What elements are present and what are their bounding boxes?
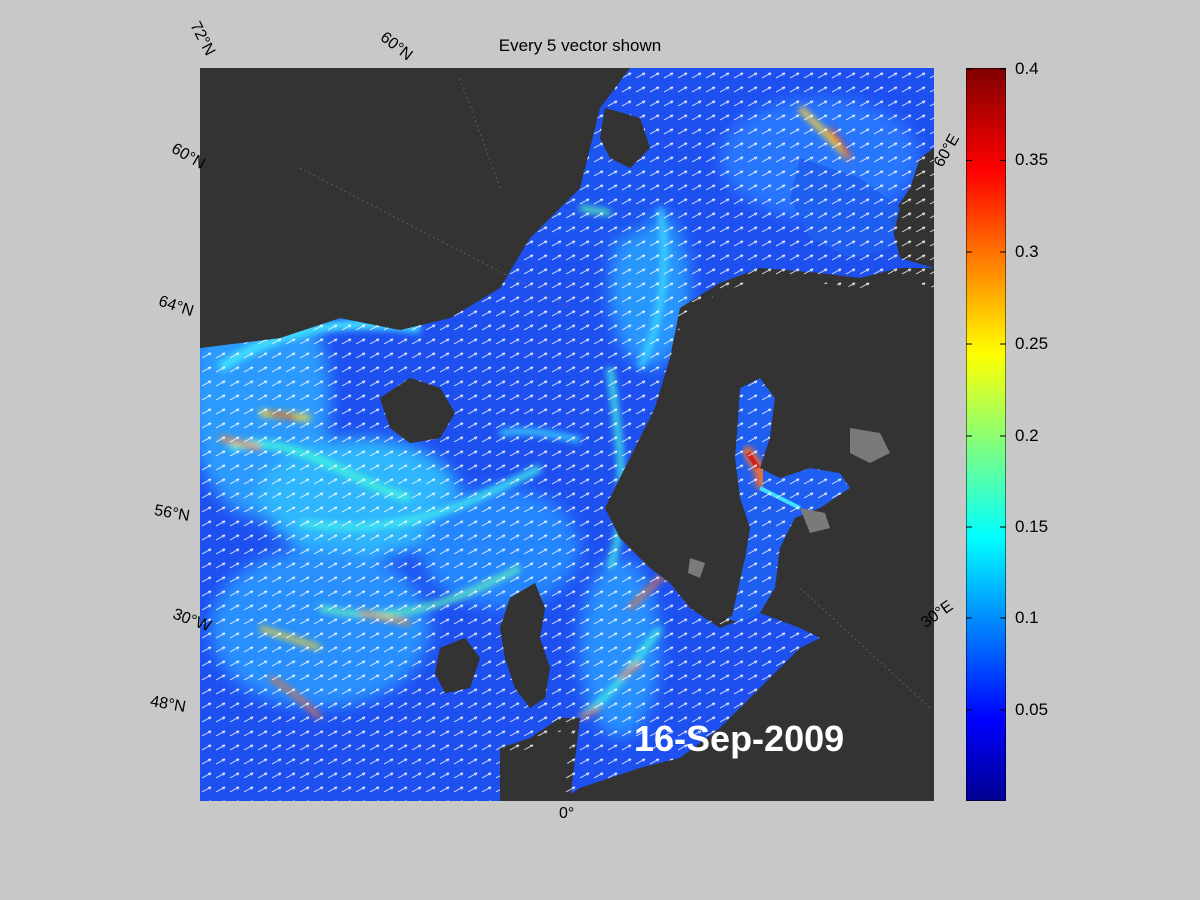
latitude-label: 48°N [148, 693, 188, 716]
latitude-label: 56°N [152, 502, 192, 525]
date-label: 16-Sep-2009 [634, 718, 845, 759]
longitude-label: 0° [559, 805, 575, 822]
colorbar-tick-label: 0.05 [1015, 700, 1049, 719]
lakes [688, 428, 890, 578]
land-overlay [200, 68, 934, 801]
plot-title: Every 5 vector shown [498, 36, 662, 55]
colorbar [966, 68, 1006, 801]
colorbar-tick-label: 0.4 [1015, 59, 1039, 78]
graticule [299, 77, 931, 709]
colorbar-tick-label: 0.2 [1015, 426, 1039, 445]
colorbar-tick-label: 0.1 [1015, 608, 1039, 627]
longitude-label: 60°E [930, 131, 964, 171]
colorbar-tick-label: 0.3 [1015, 242, 1039, 261]
colorbar-tick-label: 0.15 [1015, 517, 1049, 536]
ocean-current-map [200, 68, 934, 801]
colorbar-tick-label: 0.35 [1015, 150, 1049, 169]
longitude-label: 60°N [376, 28, 416, 65]
latitude-label: 64°N [156, 292, 196, 321]
colorbar-tick-label: 0.25 [1015, 334, 1049, 353]
latitude-label: 72°N [186, 18, 219, 59]
